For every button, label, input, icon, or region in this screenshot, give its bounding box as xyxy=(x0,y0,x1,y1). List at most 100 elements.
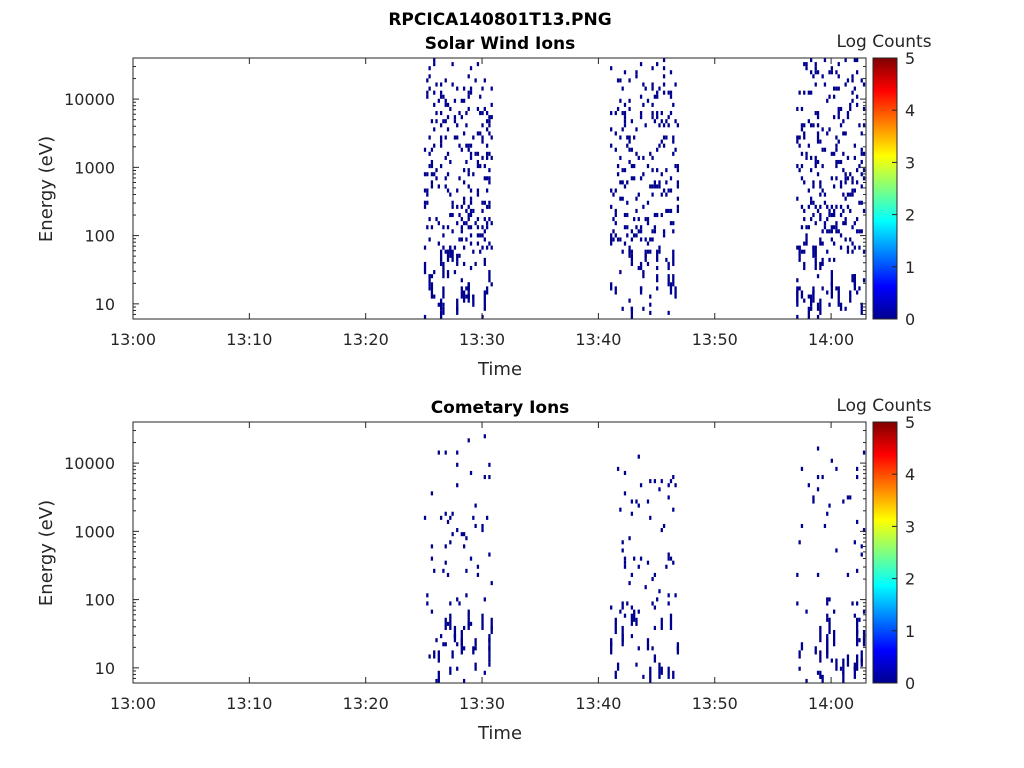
x-tick-label: 13:10 xyxy=(226,330,272,349)
count-pixel xyxy=(449,601,452,606)
y-tick-label: 10000 xyxy=(64,454,115,473)
count-pixel xyxy=(830,225,833,230)
count-pixel xyxy=(851,192,854,197)
count-pixel xyxy=(474,78,477,83)
count-pixel xyxy=(476,217,480,222)
count-pixel xyxy=(610,127,613,132)
count-pixel xyxy=(488,151,491,156)
count-pixel xyxy=(653,212,657,218)
count-pixel xyxy=(460,98,463,103)
count-pixel xyxy=(465,237,468,242)
count-pixel xyxy=(667,601,670,606)
count-pixel xyxy=(855,654,859,671)
count-pixel xyxy=(469,241,473,246)
count-pixel xyxy=(465,294,468,299)
count-pixel xyxy=(819,261,822,271)
count-pixel xyxy=(667,552,670,557)
count-pixel xyxy=(653,184,657,189)
count-pixel xyxy=(616,78,620,83)
count-pixel xyxy=(653,229,657,234)
count-pixel xyxy=(639,286,643,291)
count-pixel xyxy=(656,249,659,262)
count-pixel xyxy=(858,123,861,128)
count-pixel xyxy=(658,184,661,189)
count-pixel xyxy=(451,204,454,209)
count-pixel xyxy=(614,617,617,635)
count-pixel xyxy=(816,131,820,136)
count-pixel xyxy=(630,605,634,610)
count-pixel xyxy=(862,450,866,455)
count-pixel xyxy=(462,532,466,537)
count-pixel xyxy=(826,638,829,643)
count-pixel xyxy=(630,253,634,262)
count-pixel xyxy=(485,143,489,148)
count-pixel xyxy=(610,237,613,242)
count-pixel xyxy=(423,147,427,152)
count-pixel xyxy=(798,90,801,95)
count-pixel xyxy=(812,286,815,295)
count-pixel xyxy=(623,491,627,496)
count-pixel xyxy=(819,139,822,144)
count-pixel xyxy=(437,184,440,189)
count-pixel xyxy=(796,286,799,303)
count-pixel xyxy=(809,58,813,63)
count-pixel xyxy=(476,572,480,577)
count-pixel xyxy=(612,217,615,222)
count-pixel xyxy=(460,286,463,291)
count-pixel xyxy=(462,290,466,303)
count-pixel xyxy=(853,86,856,91)
count-pixel xyxy=(456,221,459,226)
count-pixel xyxy=(626,135,629,140)
count-pixel xyxy=(460,217,463,222)
count-pixel xyxy=(662,229,666,234)
count-pixel xyxy=(658,487,661,492)
count-pixel xyxy=(637,609,640,614)
count-pixel xyxy=(469,143,473,148)
count-pixel xyxy=(451,62,454,67)
count-pixel xyxy=(488,217,491,222)
count-pixel xyxy=(844,131,847,136)
count-pixel xyxy=(800,127,804,132)
count-pixel xyxy=(851,176,854,181)
count-pixel xyxy=(490,617,493,630)
count-pixel xyxy=(430,225,434,230)
count-pixel xyxy=(837,286,840,291)
count-pixel xyxy=(476,151,480,156)
count-pixel xyxy=(642,306,645,311)
count-pixel xyxy=(821,674,824,683)
count-pixel xyxy=(860,159,863,165)
count-pixel xyxy=(483,106,486,112)
count-pixel xyxy=(630,634,634,639)
count-pixel xyxy=(837,229,840,234)
count-pixel xyxy=(467,204,470,209)
count-pixel xyxy=(623,115,627,120)
count-pixel xyxy=(662,58,666,63)
count-pixel xyxy=(809,70,813,75)
count-pixel xyxy=(830,270,833,287)
count-pixel xyxy=(665,192,668,197)
count-pixel xyxy=(456,462,459,467)
count-pixel xyxy=(635,151,638,156)
count-pixel xyxy=(621,180,624,185)
count-pixel xyxy=(614,233,617,238)
count-pixel xyxy=(460,229,463,234)
count-pixel xyxy=(844,217,847,222)
count-pixel xyxy=(823,225,827,230)
count-pixel xyxy=(456,253,459,262)
count-pixel xyxy=(803,208,806,213)
count-pixel xyxy=(616,172,620,177)
count-pixel xyxy=(465,143,468,148)
count-pixel xyxy=(839,666,843,671)
count-pixel xyxy=(826,290,829,295)
count-pixel xyxy=(676,164,680,169)
count-pixel xyxy=(858,200,861,205)
colorbar-tick-label: 0 xyxy=(905,310,915,329)
count-pixel xyxy=(835,164,838,169)
count-pixel xyxy=(823,523,827,529)
count-pixel xyxy=(662,90,666,95)
count-pixel xyxy=(430,172,434,177)
count-pixel xyxy=(490,581,493,586)
count-pixel xyxy=(430,180,434,185)
count-pixel xyxy=(642,155,645,160)
x-tick-label: 13:20 xyxy=(343,330,389,349)
